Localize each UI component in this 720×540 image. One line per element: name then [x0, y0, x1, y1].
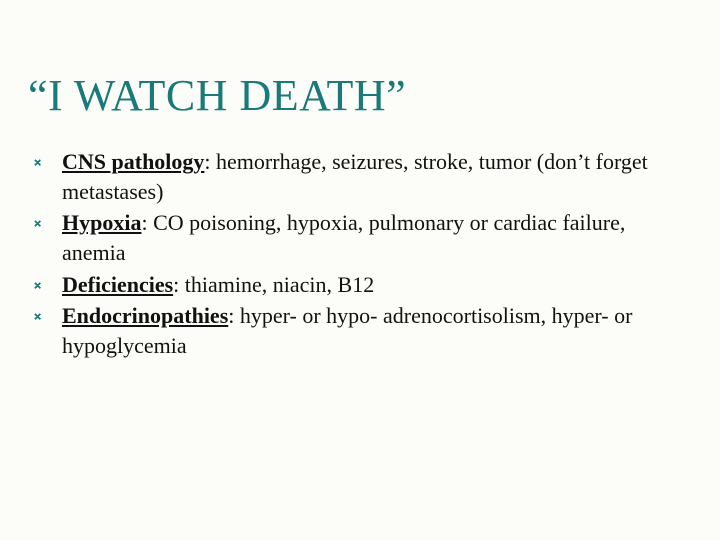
- item-lead: Deficiencies: [62, 272, 173, 297]
- item-rest: : thiamine, niacin, B12: [173, 272, 374, 297]
- bullet-list: ༝ CNS pathology: hemorrhage, seizures, s…: [28, 147, 692, 361]
- bullet-icon: ༝: [34, 210, 41, 237]
- slide: “I WATCH DEATH” ༝ CNS pathology: hemorrh…: [0, 0, 720, 540]
- item-lead: Hypoxia: [62, 210, 141, 235]
- bullet-icon: ༝: [34, 303, 41, 330]
- list-item: ༝ Hypoxia: CO poisoning, hypoxia, pulmon…: [28, 208, 692, 267]
- item-lead: Endocrinopathies: [62, 303, 228, 328]
- list-item: ༝ Deficiencies: thiamine, niacin, B12: [28, 270, 692, 300]
- slide-title: “I WATCH DEATH”: [28, 70, 692, 121]
- bullet-icon: ༝: [34, 149, 41, 176]
- list-item: ༝ Endocrinopathies: hyper- or hypo- adre…: [28, 301, 692, 360]
- bullet-icon: ༝: [34, 272, 41, 299]
- item-lead: CNS pathology: [62, 149, 204, 174]
- item-rest: : CO poisoning, hypoxia, pulmonary or ca…: [62, 210, 625, 265]
- list-item: ༝ CNS pathology: hemorrhage, seizures, s…: [28, 147, 692, 206]
